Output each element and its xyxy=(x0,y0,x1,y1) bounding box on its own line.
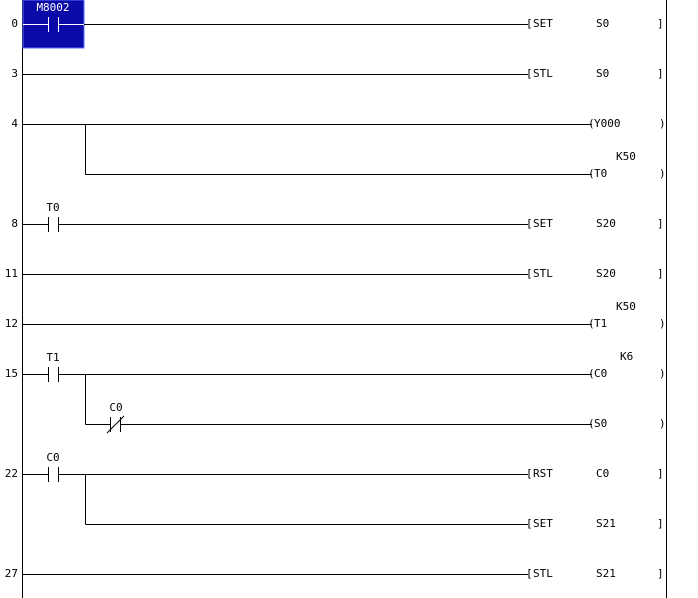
coil-close-paren: ) xyxy=(659,117,666,130)
instruction-open-bracket: [ xyxy=(526,467,533,480)
rung-8[interactable]: 8 T0 [ SET S20 ] xyxy=(11,201,664,232)
coil-open-paren: ( xyxy=(588,317,595,330)
instruction-close-bracket: ] xyxy=(657,217,664,230)
instruction-arg: C0 xyxy=(596,467,609,480)
contact-label: T0 xyxy=(46,201,59,214)
coil-name: T1 xyxy=(594,317,607,330)
instruction-op: STL xyxy=(533,567,553,580)
step-number: 3 xyxy=(11,67,18,80)
contact-label: C0 xyxy=(46,451,59,464)
coil-constant: K50 xyxy=(616,150,636,163)
instruction-arg: S21 xyxy=(596,517,616,530)
rung-4[interactable]: 4 ( Y000 ) K50 ( T0 ) xyxy=(11,117,665,180)
instruction-close-bracket: ] xyxy=(657,17,664,30)
rung-12[interactable]: 12 K50 ( T1 ) xyxy=(5,300,666,330)
contact-label: T1 xyxy=(46,351,59,364)
coil-constant: K50 xyxy=(616,300,636,313)
instruction-close-bracket: ] xyxy=(657,267,664,280)
coil-close-paren: ) xyxy=(659,417,666,430)
instruction-close-bracket: ] xyxy=(657,67,664,80)
step-number: 15 xyxy=(5,367,18,380)
instruction-arg: S0 xyxy=(596,67,609,80)
step-number: 11 xyxy=(5,267,18,280)
instruction-close-bracket: ] xyxy=(657,567,664,580)
coil-constant: K6 xyxy=(620,350,633,363)
contact-label: M8002 xyxy=(36,1,69,14)
instruction-open-bracket: [ xyxy=(526,567,533,580)
step-number: 22 xyxy=(5,467,18,480)
coil-open-paren: ( xyxy=(588,167,595,180)
instruction-arg: S0 xyxy=(596,17,609,30)
step-number: 12 xyxy=(5,317,18,330)
instruction-close-bracket: ] xyxy=(657,467,664,480)
step-number: 4 xyxy=(11,117,18,130)
instruction-open-bracket: [ xyxy=(526,17,533,30)
instruction-op: SET xyxy=(533,517,553,530)
instruction-open-bracket: [ xyxy=(526,217,533,230)
instruction-op: SET xyxy=(533,217,553,230)
coil-open-paren: ( xyxy=(588,417,595,430)
coil-close-paren: ) xyxy=(659,317,666,330)
instruction-open-bracket: [ xyxy=(526,267,533,280)
coil-name: C0 xyxy=(594,367,607,380)
instruction-arg: S20 xyxy=(596,217,616,230)
instruction-op: STL xyxy=(533,67,553,80)
coil-name: S0 xyxy=(594,417,607,430)
instruction-arg: S20 xyxy=(596,267,616,280)
instruction-close-bracket: ] xyxy=(657,517,664,530)
rung-27[interactable]: 27 [ STL S21 ] xyxy=(5,567,664,580)
coil-close-paren: ) xyxy=(659,367,666,380)
coil-name: T0 xyxy=(594,167,607,180)
instruction-open-bracket: [ xyxy=(526,67,533,80)
instruction-op: RST xyxy=(533,467,553,480)
instruction-op: STL xyxy=(533,267,553,280)
instruction-arg: S21 xyxy=(596,567,616,580)
contact-label: C0 xyxy=(109,401,122,414)
rung-0[interactable]: 0 M8002 [ SET S0 ] xyxy=(11,0,664,49)
step-number: 8 xyxy=(11,217,18,230)
coil-open-paren: ( xyxy=(588,367,595,380)
coil-name: Y000 xyxy=(594,117,621,130)
coil-close-paren: ) xyxy=(659,167,666,180)
rung-22[interactable]: 22 C0 [ RST C0 ] [ SET S21 ] xyxy=(5,451,664,530)
rung-15[interactable]: 15 T1 C0 K6 ( C0 ) ( S0 ) xyxy=(5,350,666,434)
instruction-op: SET xyxy=(533,17,553,30)
step-number: 27 xyxy=(5,567,18,580)
rung-3[interactable]: 3 [ STL S0 ] xyxy=(11,67,663,80)
coil-open-paren: ( xyxy=(588,117,595,130)
rung-11[interactable]: 11 [ STL S20 ] xyxy=(5,267,664,280)
instruction-open-bracket: [ xyxy=(526,517,533,530)
step-number: 0 xyxy=(11,17,18,30)
